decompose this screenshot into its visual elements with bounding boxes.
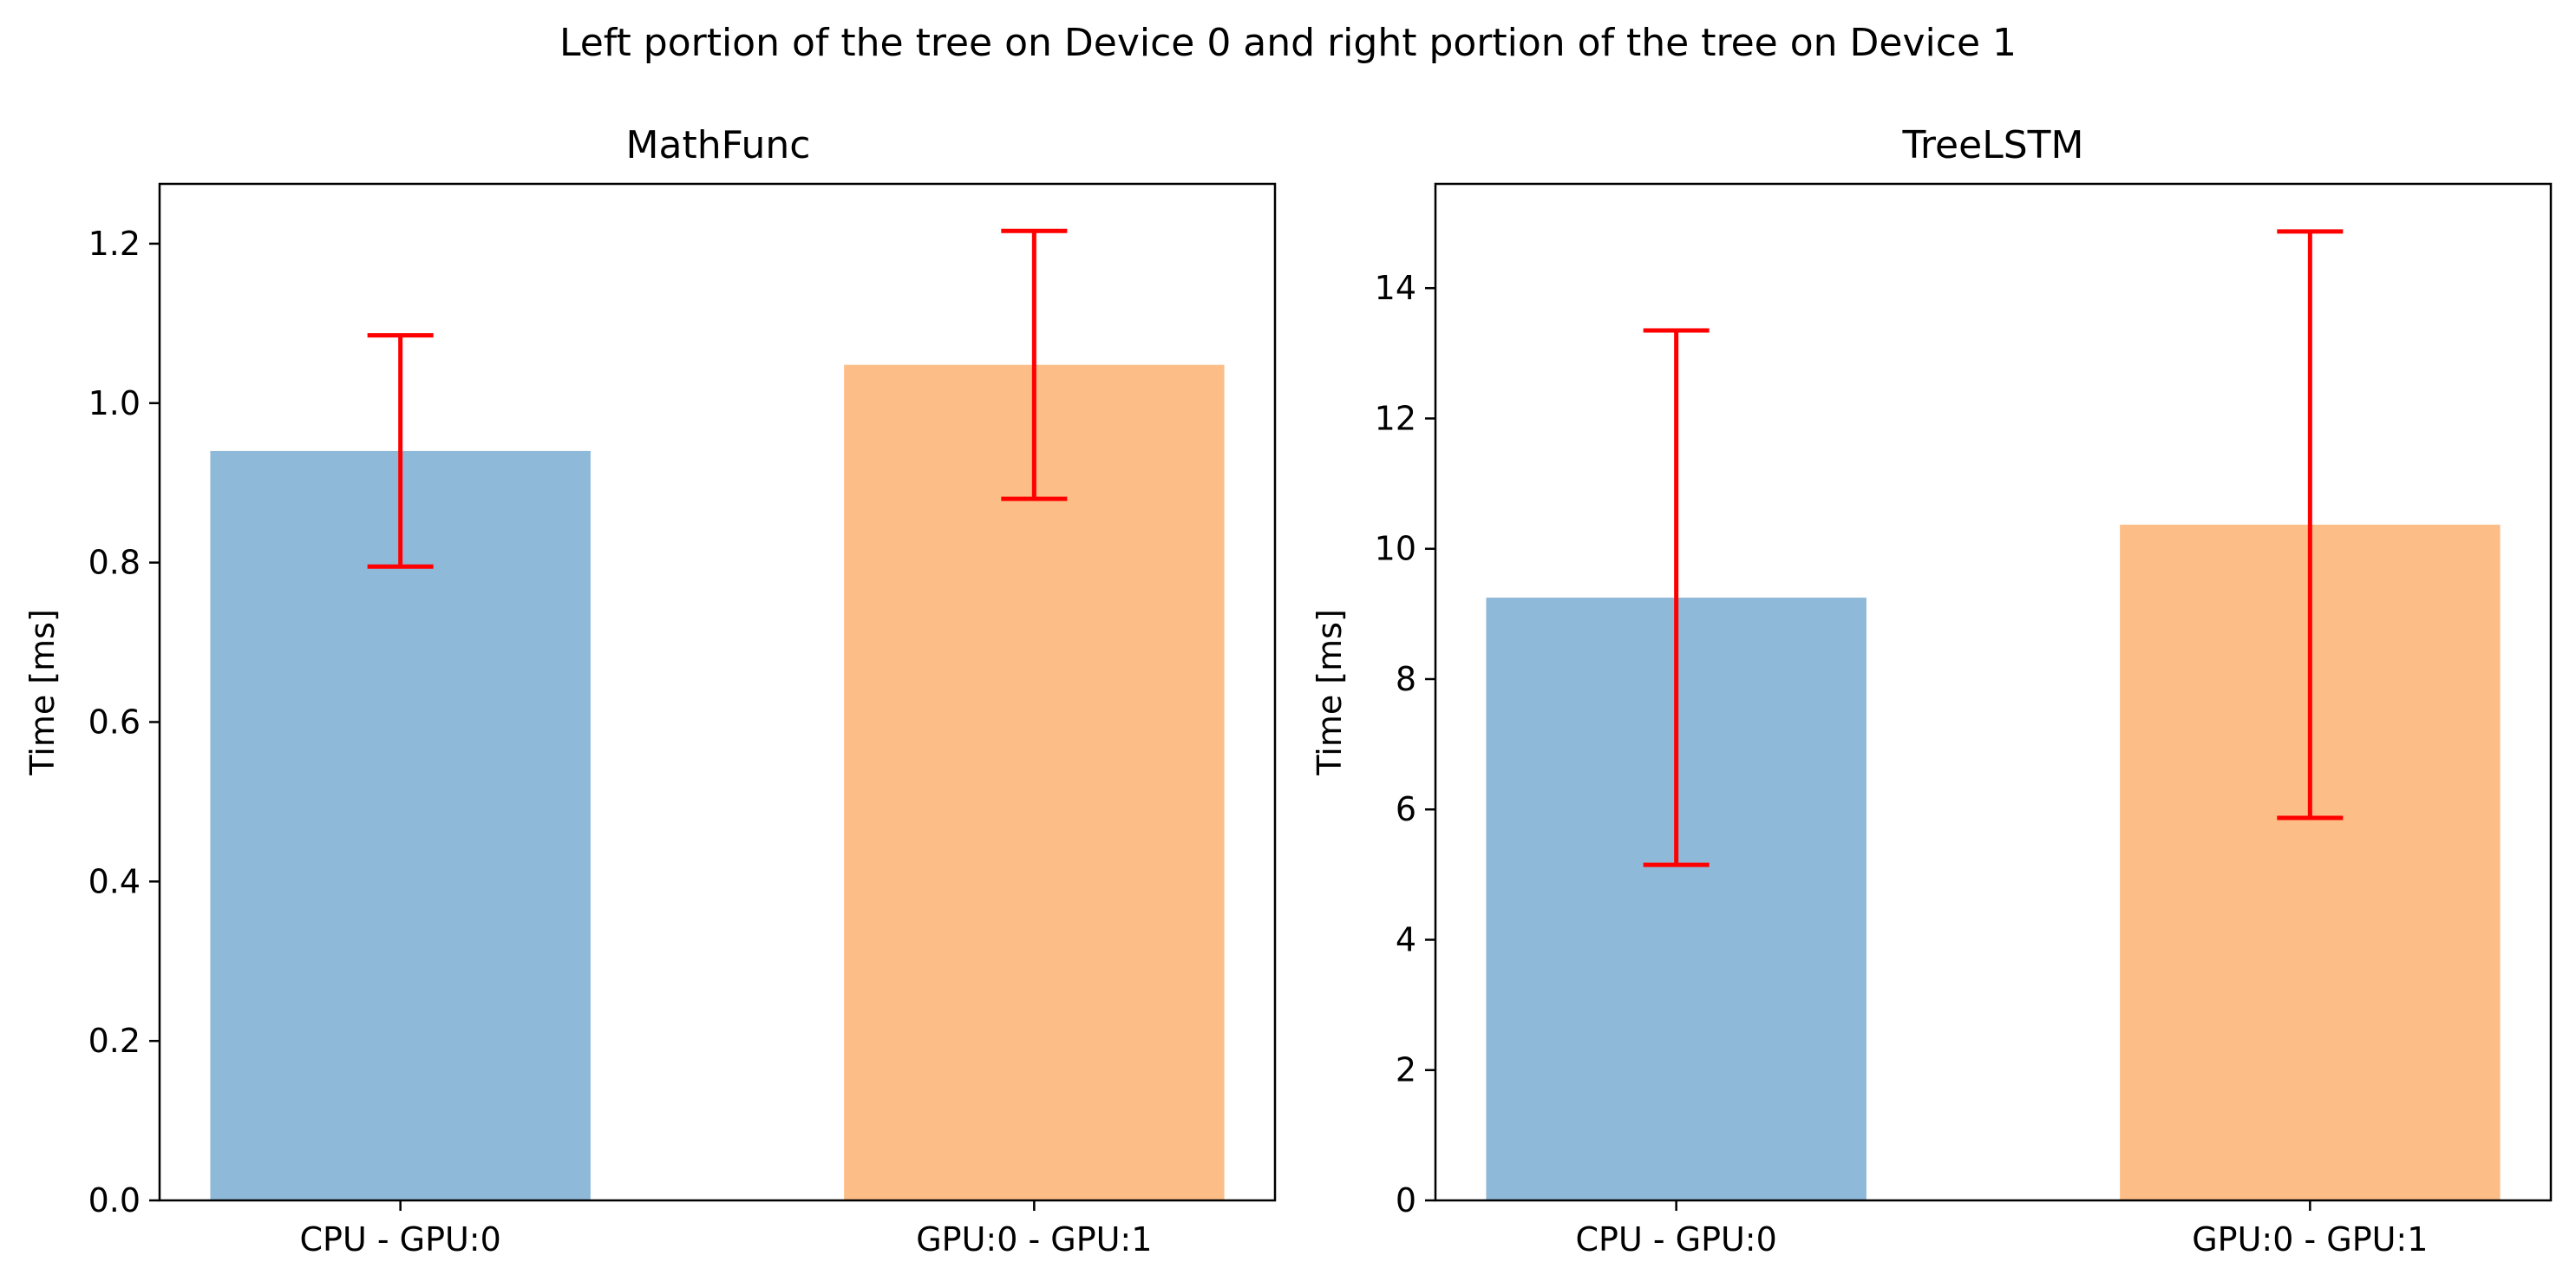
x-ticks-group: CPU - GPU:0 GPU:0 - GPU:1 (300, 1200, 1152, 1259)
axes-frame (1434, 182, 2553, 1202)
x-ticks-group: CPU - GPU:0 GPU:0 - GPU:1 (1576, 1200, 2428, 1259)
y-tick-label: 0.0 (88, 1181, 141, 1219)
y-tick-label: 14 (1375, 269, 1416, 307)
y-tick-label: 2 (1396, 1051, 1416, 1089)
error-bar-cpu-gpu0 (367, 333, 434, 569)
x-tick-label: CPU - GPU:0 (1576, 1220, 1777, 1259)
y-axis-label: Time [ms] (23, 609, 62, 776)
y-tick-label: 6 (1396, 790, 1416, 828)
x-tick-label: GPU:0 - GPU:1 (916, 1220, 1152, 1259)
figure-suptitle: Left portion of the tree on Device 0 and… (559, 21, 2017, 65)
y-tick-label: 4 (1396, 920, 1416, 958)
x-tick-label: CPU - GPU:0 (300, 1220, 501, 1259)
y-axis-label: Time [ms] (1311, 609, 1349, 776)
chart-title: TreeLSTM (1902, 123, 2084, 167)
y-tick-label: 0.4 (88, 862, 141, 900)
chart-treelstm: TreeLSTM Time [ms] 0 2 4 6 8 10 12 14 CPU - GPU… (1311, 123, 2553, 1259)
bars-group (210, 364, 1225, 1200)
bar-gpu0-gpu1 (844, 364, 1225, 1200)
x-tick-label: GPU:0 - GPU:1 (2192, 1220, 2428, 1259)
y-tick-label: 0.2 (88, 1022, 141, 1060)
error-bar-cpu-gpu0 (1643, 328, 1710, 867)
y-tick-label: 1.2 (88, 225, 141, 263)
axes-frame (158, 182, 1277, 1202)
y-ticks-group: 0.0 0.2 0.4 0.6 0.8 1.0 1.2 (88, 225, 160, 1219)
y-tick-label: 0.8 (88, 544, 141, 582)
y-tick-label: 8 (1396, 660, 1416, 698)
y-tick-label: 0.6 (88, 703, 141, 741)
y-ticks-group: 0 2 4 6 8 10 12 14 (1375, 269, 1435, 1219)
y-tick-label: 12 (1375, 399, 1416, 437)
error-bars-group (367, 228, 1068, 569)
bars-group (1486, 524, 2501, 1200)
bar-cpu-gpu0 (210, 450, 591, 1200)
error-bars-group (1643, 229, 2344, 867)
chart-title: MathFunc (626, 123, 811, 167)
error-bar-gpu0-gpu1 (2277, 229, 2344, 821)
chart-mathfunc: MathFunc Time [ms] 0.0 0.2 0.4 0.6 0.8 1.0 1.2… (23, 123, 1277, 1259)
error-bar-gpu0-gpu1 (1001, 228, 1068, 501)
y-tick-label: 0 (1396, 1181, 1416, 1219)
y-tick-label: 10 (1375, 530, 1416, 568)
y-tick-label: 1.0 (88, 384, 141, 422)
